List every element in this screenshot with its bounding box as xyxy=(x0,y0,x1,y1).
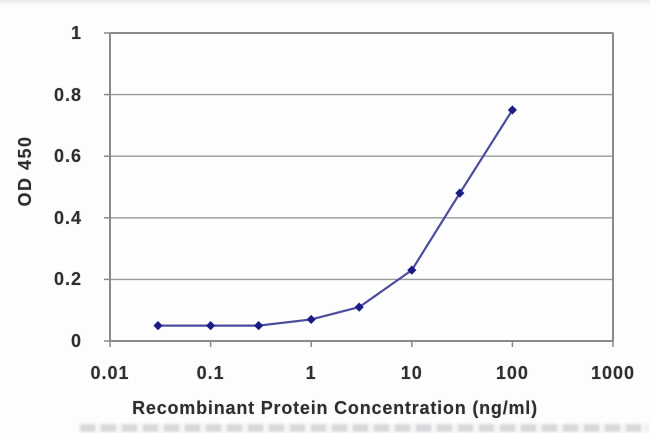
y-axis-title: OD 450 xyxy=(15,135,35,207)
y-tick-label: 0.8 xyxy=(53,84,82,105)
y-tick-label: 0.2 xyxy=(53,269,82,290)
data-point-marker xyxy=(306,314,316,325)
x-axis-title: Recombinant Protein Concentration (ng/ml… xyxy=(132,398,538,418)
top-edge-artifact xyxy=(0,0,650,5)
series-line xyxy=(157,109,514,327)
data-point-marker xyxy=(407,265,417,275)
data-point-marker xyxy=(153,321,163,331)
x-tick-label: 0.1 xyxy=(196,363,225,383)
data-point-marker xyxy=(354,302,364,312)
data-point-marker xyxy=(206,321,216,331)
x-tick-label: 1000 xyxy=(590,363,636,383)
data-point-marker xyxy=(253,321,264,331)
y-tick-label: 1 xyxy=(70,23,82,43)
y-tick-label: 0.6 xyxy=(53,146,82,167)
y-tick-label: 0.4 xyxy=(53,207,82,228)
bottom-artifact-band xyxy=(80,424,648,432)
x-tick-label: 0.01 xyxy=(90,363,130,383)
x-tick-label: 10 xyxy=(400,363,423,383)
data-point-marker xyxy=(507,105,517,115)
x-tick-label: 100 xyxy=(495,363,529,383)
y-tick-label: 0 xyxy=(70,331,82,351)
data-point-marker xyxy=(455,188,465,198)
x-tick-label: 1 xyxy=(305,363,317,383)
plot-frame xyxy=(109,32,614,342)
